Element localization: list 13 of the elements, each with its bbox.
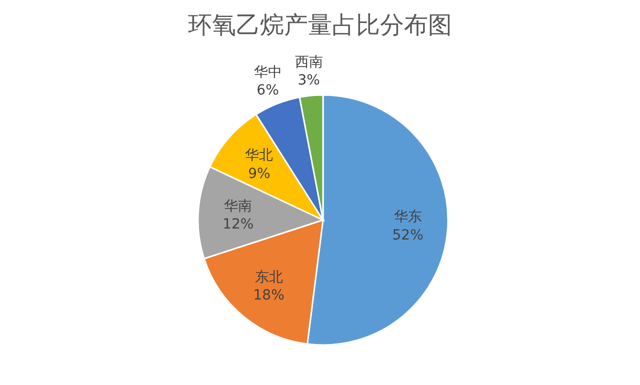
data-label: 12%: [222, 216, 254, 233]
data-label: 6%: [256, 82, 279, 99]
slice-label: 西南: [294, 54, 323, 70]
chart-title: 环氧乙烷产量占比分布图: [187, 10, 453, 41]
data-label: 18%: [253, 287, 284, 304]
data-label: 3%: [298, 72, 320, 89]
slice-label: 东北: [254, 269, 283, 286]
slice-label: 华中: [254, 64, 282, 80]
data-label: 52%: [392, 227, 424, 244]
slice-label: 华南: [224, 198, 252, 214]
slice-label: 华北: [245, 148, 274, 164]
data-label: 9%: [248, 166, 270, 182]
slice-label: 华东: [394, 209, 422, 226]
